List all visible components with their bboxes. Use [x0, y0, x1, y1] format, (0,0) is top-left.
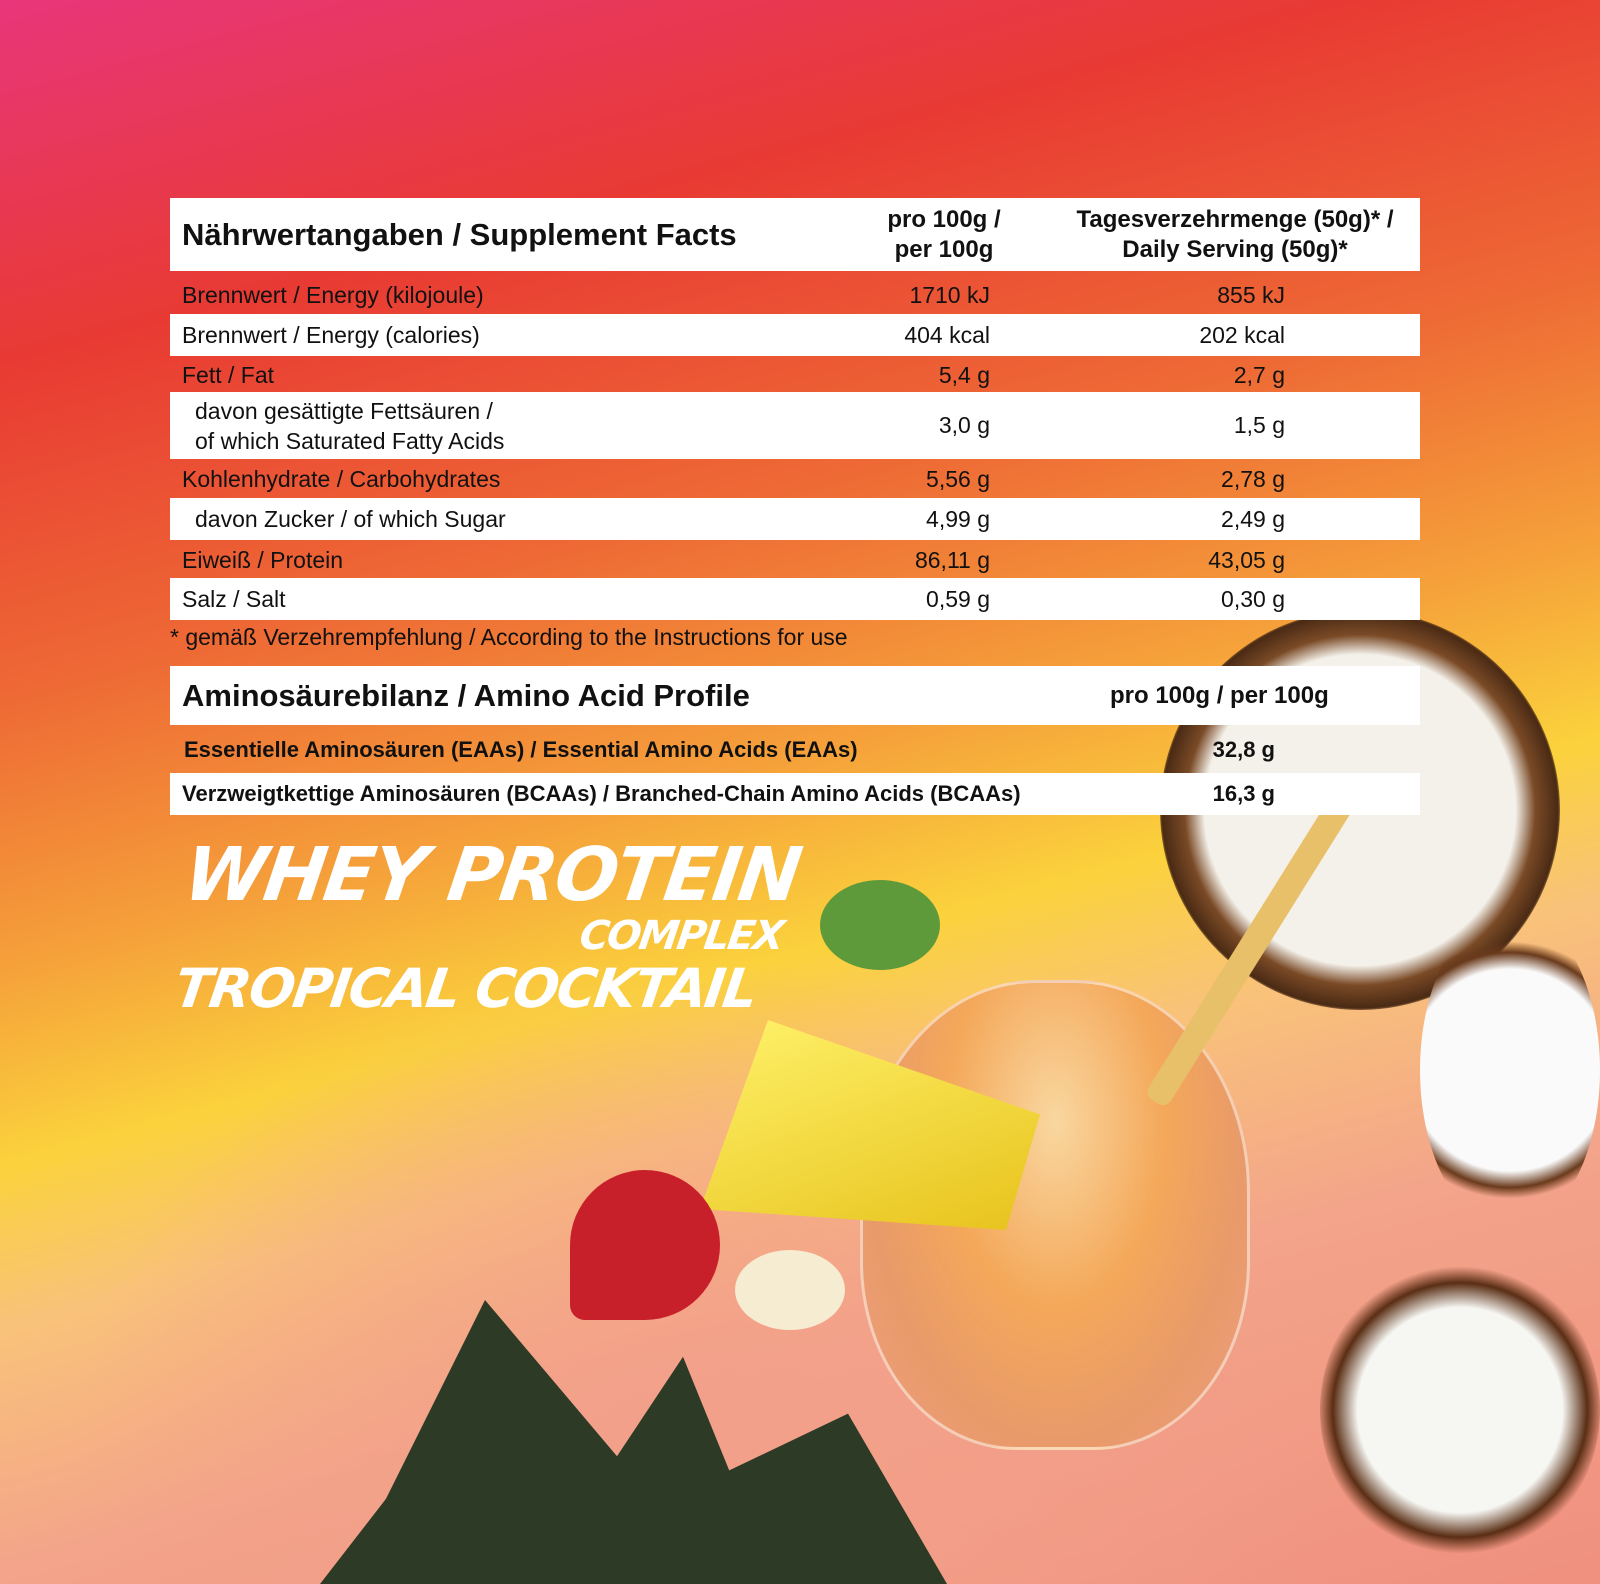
row-label: Brennwert / Energy (calories) — [182, 321, 480, 348]
row-label: Brennwert / Energy (kilojoule) — [182, 281, 484, 308]
row-label: davon gesättigte Fettsäuren / of which Sa… — [195, 396, 504, 456]
table-row: Brennwert / Energy (kilojoule) 1710 kJ 855… — [170, 277, 1420, 313]
value-serving: 0,30 g — [1221, 585, 1285, 612]
column-header-per100: pro 100g / per 100g — [846, 205, 1042, 265]
value-serving: 855 kJ — [1217, 281, 1285, 308]
column-header-serving: Tagesverzehrmenge (50g)* / Daily Serving … — [1050, 205, 1420, 265]
coconut-half-image — [1320, 1260, 1600, 1560]
strawberry-image — [570, 1170, 720, 1320]
value-serving: 2,49 g — [1221, 505, 1285, 532]
table-row: Verzweigtkettige Aminosäuren (BCAAs) / B… — [170, 773, 1420, 815]
table-row: davon Zucker / of which Sugar 4,99 g 2,49 … — [170, 498, 1420, 540]
column-header-line: Daily Serving (50g)* — [1122, 235, 1348, 263]
amino-title: Aminosäurebilanz / Amino Acid Profile — [182, 677, 750, 713]
value-per100: 4,99 g — [926, 505, 990, 532]
amino-column-header: pro 100g / per 100g — [1110, 681, 1329, 709]
value-per100: 32,8 g — [1212, 737, 1275, 762]
table-row: davon gesättigte Fettsäuren / of which Sa… — [170, 392, 1420, 459]
table-row: Kohlenhydrate / Carbohydrates 5,56 g 2,78 … — [170, 461, 1420, 497]
banana-slice-image — [735, 1250, 845, 1330]
value-serving: 1,5 g — [1233, 412, 1285, 438]
table-row: Brennwert / Energy (calories) 404 kcal 202… — [170, 314, 1420, 356]
footnote: * gemäß Verzehrempfehlung / According to… — [170, 624, 848, 650]
value-per100: 16,3 g — [1212, 781, 1275, 806]
row-label: Verzweigtkettige Aminosäuren (BCAAs) / B… — [182, 781, 1021, 806]
table-row: Salz / Salt 0,59 g 0,30 g — [170, 578, 1420, 620]
value-per100: 0,59 g — [926, 585, 990, 612]
mint-leaf-image — [820, 880, 940, 970]
row-label: Eiweiß / Protein — [182, 546, 344, 573]
nutrition-title: Nährwertangaben / Supplement Facts — [182, 216, 737, 252]
product-flavor: TROPICAL COCKTAIL — [170, 957, 761, 1020]
value-serving: 43,05 g — [1208, 546, 1285, 573]
column-header-line: Tagesverzehrmenge (50g)* / — [1076, 205, 1394, 233]
value-per100: 3,0 g — [938, 412, 990, 438]
row-label: davon Zucker / of which Sugar — [195, 506, 506, 532]
table-row: Fett / Fat 5,4 g 2,7 g — [170, 358, 1420, 392]
value-per100: 404 kcal — [904, 321, 990, 348]
table-row: Essentielle Aminosäuren (EAAs) / Essenti… — [170, 728, 1420, 772]
column-header-line: pro 100g / — [887, 205, 1001, 233]
product-subtitle: COMPLEX — [576, 913, 786, 959]
row-label: Kohlenhydrate / Carbohydrates — [182, 465, 501, 492]
column-header-line: per 100g — [894, 235, 994, 263]
value-serving: 2,7 g — [1233, 361, 1285, 388]
value-serving: 202 kcal — [1199, 321, 1285, 348]
value-per100: 5,4 g — [938, 361, 990, 388]
value-per100: 86,11 g — [914, 546, 990, 573]
row-label: Fett / Fat — [182, 361, 275, 388]
row-label: Salz / Salt — [182, 585, 286, 612]
value-per100: 1710 kJ — [909, 281, 990, 308]
coconut-bowl-image — [1420, 910, 1600, 1230]
table-row: Eiweiß / Protein 86,11 g 43,05 g — [170, 542, 1420, 578]
row-label: Essentielle Aminosäuren (EAAs) / Essenti… — [184, 737, 858, 762]
product-name: WHEY PROTEIN — [178, 832, 806, 918]
row-label-line: davon gesättigte Fettsäuren / — [195, 397, 493, 424]
nutrition-header: Nährwertangaben / Supplement Facts pro 1… — [170, 198, 1420, 271]
value-serving: 2,78 g — [1221, 465, 1285, 492]
row-label-line: of which Saturated Fatty Acids — [195, 427, 505, 454]
amino-header: Aminosäurebilanz / Amino Acid Profile pr… — [170, 666, 1420, 725]
value-per100: 5,56 g — [926, 465, 990, 492]
